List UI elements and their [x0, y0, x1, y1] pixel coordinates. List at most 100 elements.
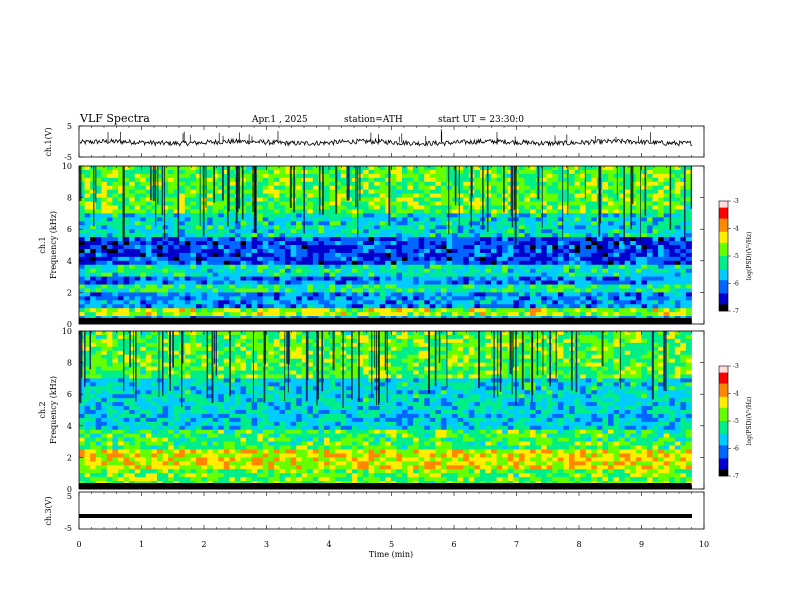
spectrogram-cell	[557, 229, 564, 234]
spectrogram-cell	[307, 292, 314, 297]
spectrogram-cell	[123, 331, 130, 336]
spectrogram-cell	[685, 177, 692, 183]
spectrogram-cell	[413, 334, 420, 340]
spectrogram-cell	[596, 241, 603, 246]
spectrogram-cell	[324, 276, 330, 281]
spectrogram-cell	[145, 221, 152, 226]
spectrogram-cell	[262, 173, 269, 179]
spectrogram-cell	[658, 185, 665, 191]
spectrogram-cell	[630, 213, 637, 218]
spectrogram-cell	[635, 213, 642, 218]
spectrogram-cell	[652, 248, 659, 254]
spectrogram-cell	[223, 181, 230, 187]
spectrogram-cell	[624, 296, 631, 301]
spectrogram-cell	[229, 169, 236, 175]
spectrogram-cell	[318, 268, 325, 274]
spectrogram-cell	[279, 241, 286, 246]
spectrogram-cell	[95, 221, 102, 226]
spectrogram-cell	[496, 272, 503, 277]
spectrogram-cell	[296, 197, 303, 202]
spectrogram-cell	[546, 169, 553, 175]
spectrogram-cell	[457, 276, 464, 281]
spectrogram-cell	[435, 177, 442, 183]
spectrogram-cell	[602, 308, 609, 313]
spectrogram-cell	[207, 264, 214, 270]
spectrogram-cell	[646, 213, 653, 218]
spectrogram-cell	[324, 193, 330, 198]
colorbar-cell	[719, 289, 728, 292]
spectrogram-cell	[273, 312, 280, 317]
spectrogram-cell	[418, 177, 425, 183]
spectrogram-cell	[145, 197, 152, 202]
spectrogram-cell	[279, 181, 286, 187]
spectrogram-cell	[285, 166, 291, 171]
spectrogram-cell	[140, 166, 147, 171]
spectrogram-cell	[162, 181, 169, 187]
spectrogram-cell	[446, 312, 453, 317]
spectrogram-cell	[123, 260, 130, 266]
spectrogram-cell	[624, 252, 631, 258]
spectrogram-cell	[173, 272, 180, 277]
spectrogram-cell	[190, 181, 197, 187]
spectrogram-cell	[201, 256, 208, 262]
spectrogram-cell	[502, 197, 509, 202]
spectrogram-cell	[262, 312, 269, 317]
spectrogram-cell	[335, 205, 342, 210]
spectrogram-cell	[190, 312, 197, 317]
spectrogram-cell	[569, 177, 575, 183]
spectrogram-cell	[368, 185, 375, 191]
spectrogram-cell	[285, 229, 291, 234]
spectrogram-cell	[190, 213, 197, 218]
spectrogram-cell	[591, 229, 598, 234]
spectrogram-cell	[552, 256, 559, 262]
spectrogram-cell	[290, 264, 297, 270]
spectrogram-cell	[162, 292, 169, 297]
spectrogram-cell	[223, 288, 230, 293]
spectrogram-cell	[123, 245, 130, 250]
spectrogram-cell	[624, 264, 631, 270]
spectrogram-cell	[340, 241, 347, 246]
spectrogram-cell	[552, 292, 559, 297]
spectrogram-cell	[179, 288, 186, 293]
spectrogram-cell	[607, 256, 614, 262]
spectrogram-cell	[329, 334, 336, 340]
spectrogram-cell	[535, 268, 542, 274]
spectrogram-cell	[329, 201, 336, 206]
spectrogram-cell	[251, 260, 258, 266]
spectrogram-cell	[301, 288, 308, 293]
spectrogram-cell	[658, 217, 665, 222]
spectrogram-cell	[413, 276, 420, 281]
spectrogram-cell	[669, 213, 676, 218]
spectrogram-cell	[195, 292, 202, 297]
spectrogram-cell	[134, 252, 141, 258]
spectrogram-cell	[496, 276, 503, 281]
spectrogram-cell	[585, 225, 592, 230]
spectrogram-cell	[641, 268, 648, 274]
spectrogram-cell	[123, 264, 130, 270]
spectrogram-cell	[285, 284, 291, 289]
spectrogram-cell	[424, 268, 431, 274]
spectrogram-cell	[290, 213, 297, 218]
spectrogram-cell	[585, 217, 592, 222]
spectrogram-cell	[518, 248, 525, 254]
spectrogram-cell	[140, 264, 147, 270]
spectrogram-cell	[607, 177, 614, 183]
spectrogram-cell	[290, 308, 297, 313]
spectrogram-cell	[580, 217, 587, 222]
spectrogram-cell	[218, 334, 225, 340]
spectrogram-cell	[190, 292, 197, 297]
colorbar-cell	[719, 253, 728, 257]
spectrogram-cell	[446, 225, 453, 230]
spectrogram-cell	[607, 300, 614, 305]
spectrogram-cell	[524, 268, 531, 274]
spectrogram-cell	[669, 193, 676, 198]
spectrogram-cell	[156, 221, 163, 226]
spectrogram-cell	[663, 229, 670, 234]
spectrogram-cell	[440, 245, 447, 250]
spectrogram-cell	[646, 272, 653, 277]
spectrogram-cell	[357, 241, 364, 246]
spectrogram-cell	[190, 252, 197, 258]
spectrogram-cell	[246, 288, 253, 293]
spectrogram-cell	[101, 185, 108, 191]
spectrogram-cell	[635, 304, 642, 309]
